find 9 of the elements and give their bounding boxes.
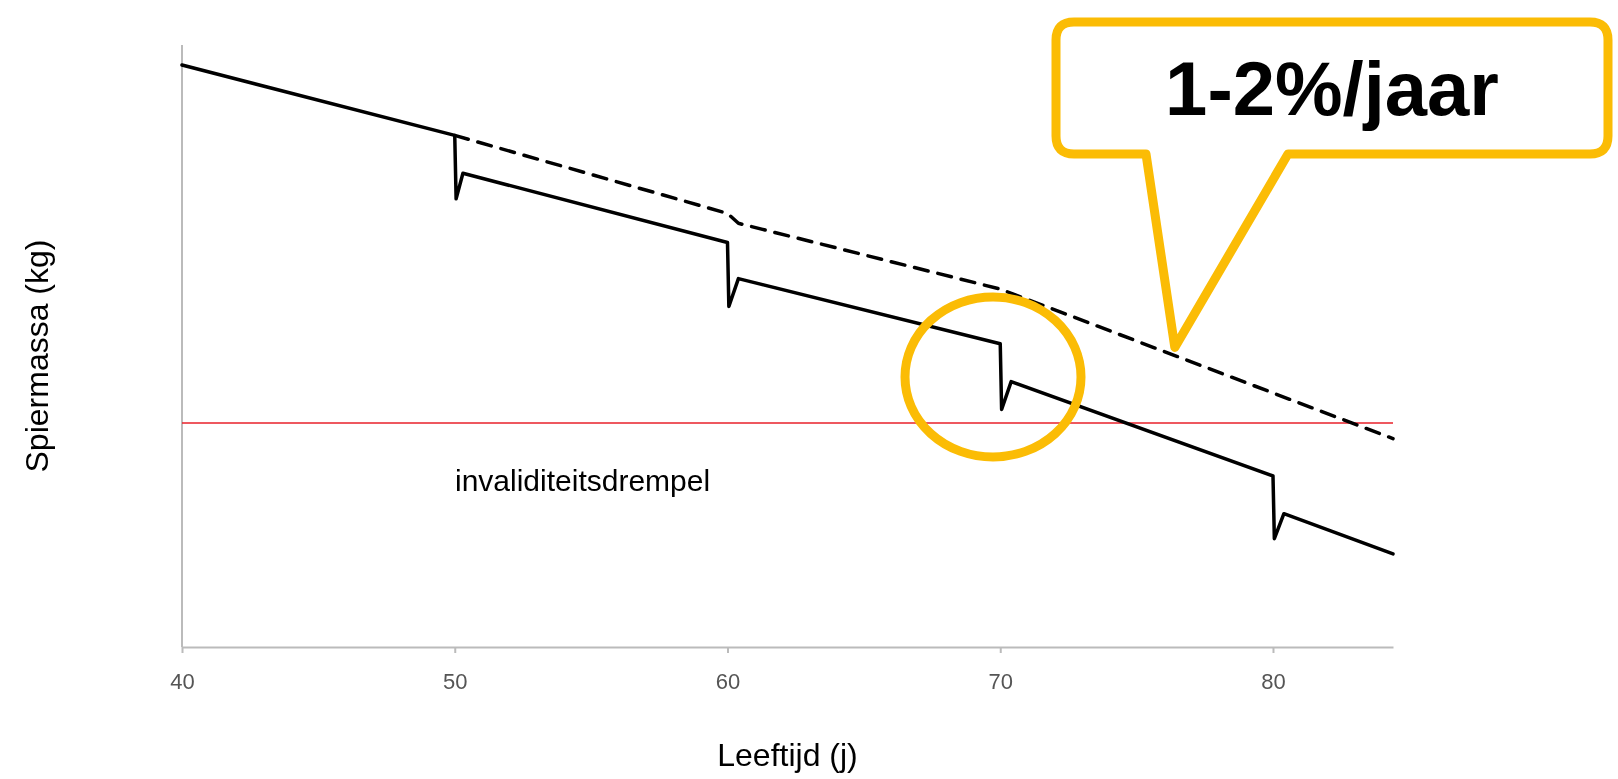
x-tick-label: 80 [1261, 669, 1286, 694]
x-tick-label: 40 [170, 669, 195, 694]
x-tick-label: 50 [443, 669, 468, 694]
y-axis-title: Spiermassa (kg) [19, 239, 55, 473]
ref-line-label: invaliditeitsdrempel [455, 463, 711, 497]
x-axis-title: Leeftijd (j) [717, 737, 858, 773]
annotation: 1-2%/jaar [1165, 46, 1499, 131]
x-tick-label: 60 [715, 669, 741, 694]
x-tick-label: 70 [988, 669, 1013, 694]
